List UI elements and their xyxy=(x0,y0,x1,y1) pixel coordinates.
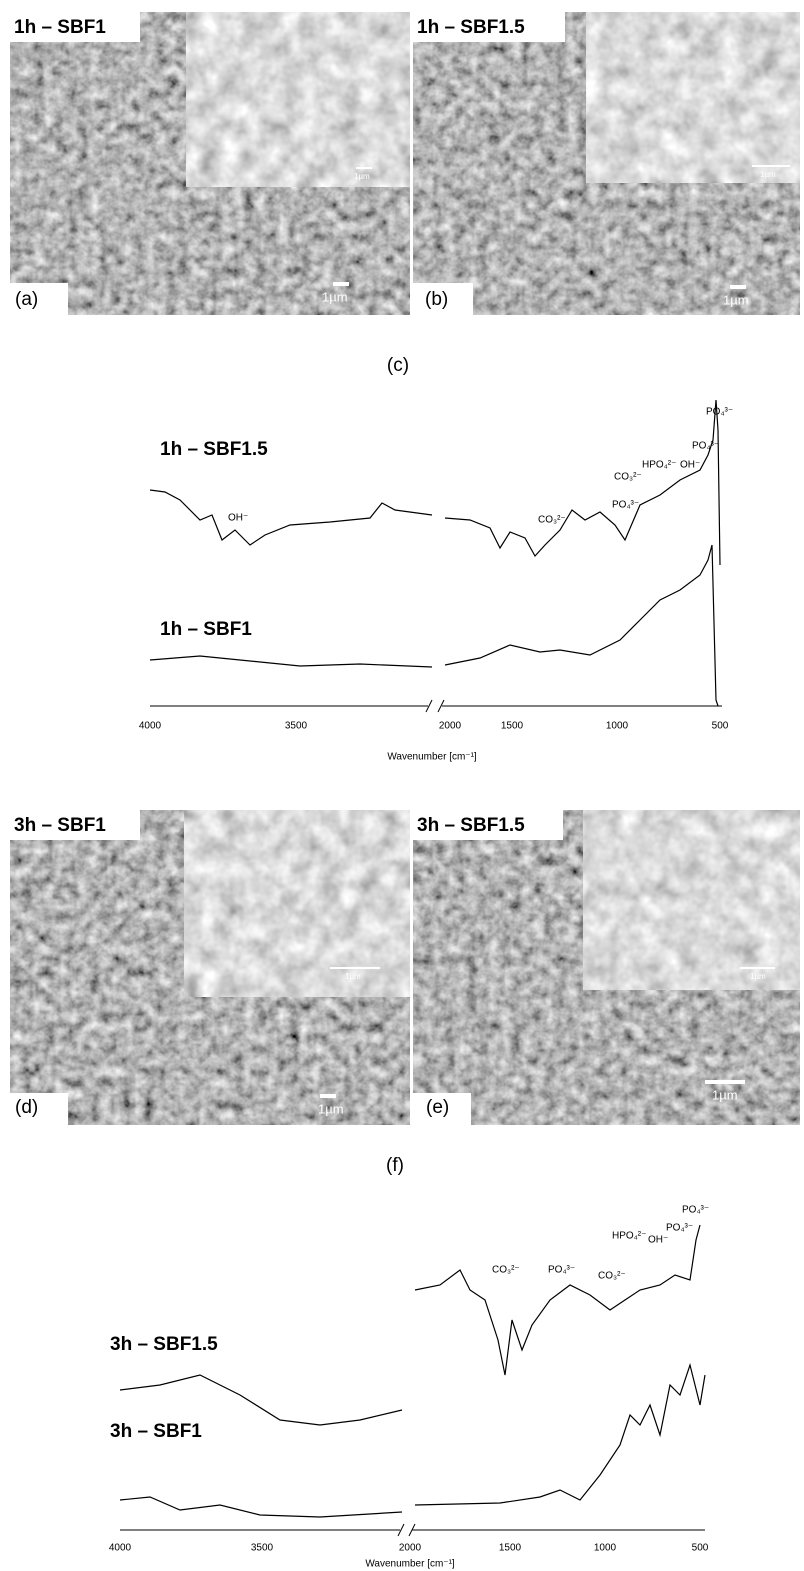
scale-label: 1µm xyxy=(723,292,749,307)
x-tick-label: 4000 xyxy=(109,1543,132,1554)
peak-label: OH⁻ xyxy=(680,460,700,471)
label-box xyxy=(413,12,565,42)
x-tick-label: 2000 xyxy=(399,1543,422,1554)
scale-label: 1µm xyxy=(760,170,776,179)
ftir-spectrum: (f) 3h – SBF1.5 3h – SBF1 CO₃²⁻ PO₄³⁻ CO… xyxy=(109,1155,709,1570)
scale-label: 1µm xyxy=(354,172,370,181)
peak-label: PO₄³⁻ xyxy=(612,500,639,511)
sem-inset xyxy=(585,11,801,184)
peak-label: PO₄³⁻ xyxy=(706,407,733,418)
sem-panel: 3h – SBF1.5 (e) 1µm 1µm xyxy=(413,809,801,1125)
spectrum-curve xyxy=(119,1496,403,1518)
peak-label: OH⁻ xyxy=(648,1235,668,1246)
axis-break xyxy=(397,1523,405,1537)
x-tick-label: 500 xyxy=(712,721,729,732)
sem-panel: 1h – SBF1 (a) 1µm 1µm xyxy=(10,11,411,315)
peak-label: PO₄³⁻ xyxy=(692,441,719,452)
panel-letter: (c) xyxy=(387,355,409,376)
label-box xyxy=(413,283,473,315)
x-tick-label: 1000 xyxy=(606,721,629,732)
label-box xyxy=(10,12,140,42)
sem-panel: 3h – SBF1 (d) 1µm 1µm xyxy=(10,809,411,1125)
scale-label: 1µm xyxy=(345,972,361,981)
sample-label: 3h – SBF1 xyxy=(14,815,106,836)
scale-label: 1µm xyxy=(322,289,348,304)
peak-label: HPO₄²⁻ xyxy=(612,1231,646,1242)
peak-label: PO₄³⁻ xyxy=(548,1265,575,1276)
peak-label: PO₄³⁻ xyxy=(666,1223,693,1234)
panel-letter: (f) xyxy=(386,1155,404,1176)
scale-label: 1µm xyxy=(750,972,766,981)
axis-break xyxy=(408,1523,416,1537)
trace-label: 1h – SBF1 xyxy=(160,619,252,640)
sem-inset xyxy=(183,809,411,998)
peak-label: HPO₄²⁻ xyxy=(642,460,676,471)
trace-label: 3h – SBF1 xyxy=(110,1421,202,1442)
label-box xyxy=(10,810,140,840)
spectrum-curve xyxy=(149,655,433,668)
peak-label: OH⁻ xyxy=(228,513,248,524)
axis-break xyxy=(425,699,433,713)
spectrum-curve xyxy=(444,544,719,707)
sem-panel: 1h – SBF1.5 (b) 1µm 1µm xyxy=(413,11,801,315)
peak-label: CO₃²⁻ xyxy=(598,1271,626,1282)
trace-label: 3h – SBF1.5 xyxy=(110,1334,218,1355)
panel-letter: (e) xyxy=(426,1097,449,1118)
spectrum-curve xyxy=(149,489,433,546)
spectrum-curve xyxy=(119,1374,403,1426)
x-tick-label: 3500 xyxy=(285,721,308,732)
x-tick-label: 1000 xyxy=(594,1543,617,1554)
label-box xyxy=(10,1093,68,1125)
panel-letter: (b) xyxy=(425,289,448,310)
spectrum-curve xyxy=(414,1224,701,1376)
spectrum-curve xyxy=(414,1362,706,1506)
peak-label: CO₃²⁻ xyxy=(538,515,566,526)
peak-label: CO₃²⁻ xyxy=(614,472,642,483)
x-tick-label: 1500 xyxy=(499,1543,522,1554)
scale-label: 1µm xyxy=(712,1087,738,1102)
panel-letter: (a) xyxy=(15,289,38,310)
x-axis-label: Wavenumber [cm⁻¹] xyxy=(387,752,477,763)
sem-inset xyxy=(185,11,411,188)
label-box xyxy=(413,810,563,840)
x-tick-label: 1500 xyxy=(501,721,524,732)
label-box xyxy=(413,1093,471,1125)
x-tick-label: 3500 xyxy=(251,1543,274,1554)
peak-label: PO₄³⁻ xyxy=(682,1205,709,1216)
sample-label: 1h – SBF1.5 xyxy=(417,17,525,38)
label-box xyxy=(10,283,68,315)
axis-break xyxy=(437,699,445,713)
x-tick-label: 500 xyxy=(692,1543,709,1554)
ftir-spectrum: (c) 1h – SBF1.5 1h – SBF1 OH⁻ CO₃²⁻ PO₄³… xyxy=(139,355,733,763)
sample-label: 1h – SBF1 xyxy=(14,17,106,38)
peak-label: CO₃²⁻ xyxy=(492,1265,520,1276)
scale-label: 1µm xyxy=(318,1101,344,1116)
trace-label: 1h – SBF1.5 xyxy=(160,439,268,460)
x-tick-label: 2000 xyxy=(439,721,462,732)
spectrum-curve xyxy=(444,399,721,566)
panel-letter: (d) xyxy=(15,1097,38,1118)
sem-inset xyxy=(582,809,801,991)
sample-label: 3h – SBF1.5 xyxy=(417,815,525,836)
x-axis-label: Wavenumber [cm⁻¹] xyxy=(365,1559,455,1570)
x-tick-label: 4000 xyxy=(139,721,162,732)
